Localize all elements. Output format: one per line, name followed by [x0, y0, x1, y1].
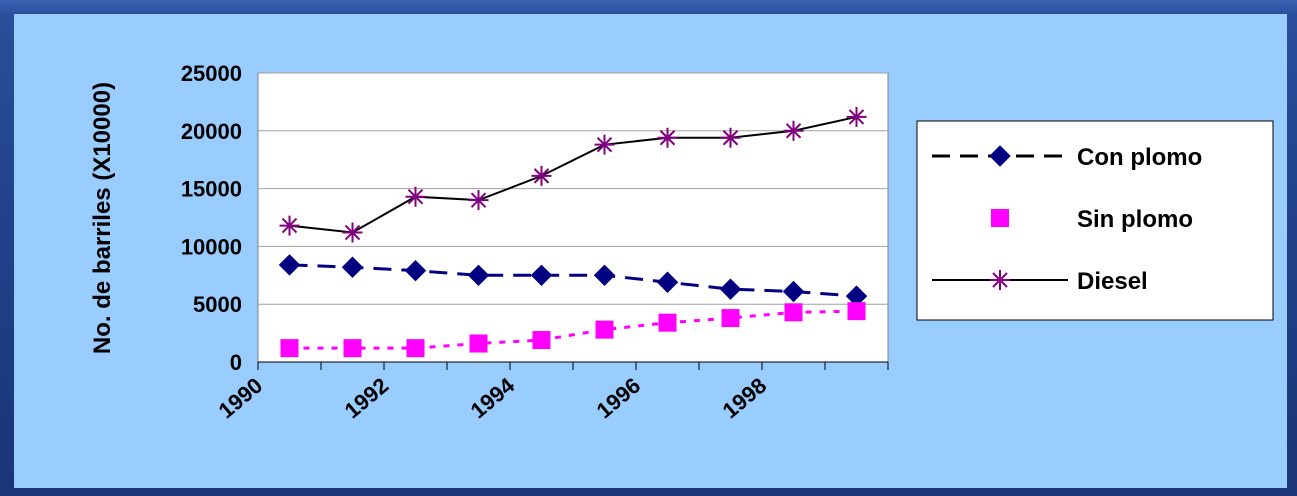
y-axis-label: No. de barriles (X10000)	[89, 82, 116, 354]
marker-diamond	[530, 264, 553, 287]
legend-label: Con plomo	[1077, 144, 1202, 171]
legend: Con plomo Sin plomo Diesel	[916, 120, 1274, 321]
marker-star	[783, 120, 804, 141]
y-tick-label: 5000	[193, 292, 242, 317]
marker-square	[406, 339, 425, 358]
series-layer	[278, 106, 868, 358]
y-tick-label: 20000	[181, 119, 242, 144]
marker-square	[469, 334, 488, 353]
marker-star	[405, 186, 426, 207]
marker-diamond	[278, 254, 301, 276]
marker-star	[846, 106, 867, 127]
marker-diamond	[782, 280, 805, 303]
marker-diamond	[719, 278, 742, 300]
series-line	[289, 115, 857, 234]
marker-star	[720, 127, 741, 148]
marker-square	[991, 209, 1009, 227]
x-tick-label: 1992	[340, 373, 394, 424]
line-chart: 0 5000 10000 15000 20000 25000 1990 1992 1994 199…	[89, 61, 1274, 424]
legend-label: Diesel	[1077, 268, 1148, 295]
x-tick-label: 1996	[592, 373, 646, 424]
marker-star	[657, 127, 678, 148]
marker-square	[784, 303, 803, 322]
marker-star	[279, 215, 300, 236]
series-line	[289, 309, 857, 350]
legend-label: Sin plomo	[1077, 206, 1193, 233]
marker-square	[721, 309, 740, 328]
legend-box	[916, 120, 1274, 321]
gridlines	[258, 72, 888, 305]
marker-diamond	[341, 256, 364, 278]
legend-item: Sin plomo	[991, 206, 1193, 233]
marker-diamond	[593, 264, 616, 287]
series-con-plomo	[278, 254, 868, 307]
y-tick-label: 10000	[181, 234, 242, 259]
legend-item: Con plomo	[932, 144, 1202, 171]
marker-diamond	[989, 145, 1011, 167]
series-line	[289, 263, 857, 298]
marker-square	[532, 331, 551, 350]
slide-top-band	[0, 0, 1297, 14]
legend-item: Diesel	[932, 268, 1148, 295]
y-tick-label: 0	[230, 350, 242, 375]
y-tick-label: 15000	[181, 177, 242, 202]
marker-diamond	[656, 271, 679, 293]
marker-square	[847, 302, 866, 321]
y-tick-label: 25000	[181, 61, 242, 86]
marker-square	[595, 320, 614, 339]
x-tick-label: 1998	[718, 373, 772, 424]
marker-star	[990, 270, 1010, 290]
series-sin-plomo	[280, 302, 866, 358]
marker-star	[468, 190, 489, 211]
marker-square	[280, 339, 299, 358]
marker-star	[594, 134, 615, 155]
marker-square	[658, 313, 677, 332]
marker-diamond	[404, 259, 427, 282]
chart-panel: 0 5000 10000 15000 20000 25000 1990 1992 1994 199…	[14, 14, 1287, 488]
series-diesel	[279, 106, 867, 243]
marker-star	[342, 222, 363, 243]
marker-diamond	[467, 264, 490, 287]
x-tick-label: 1994	[466, 372, 520, 423]
marker-square	[343, 339, 362, 358]
x-tick-label: 1990	[214, 373, 268, 424]
marker-star	[531, 165, 552, 186]
